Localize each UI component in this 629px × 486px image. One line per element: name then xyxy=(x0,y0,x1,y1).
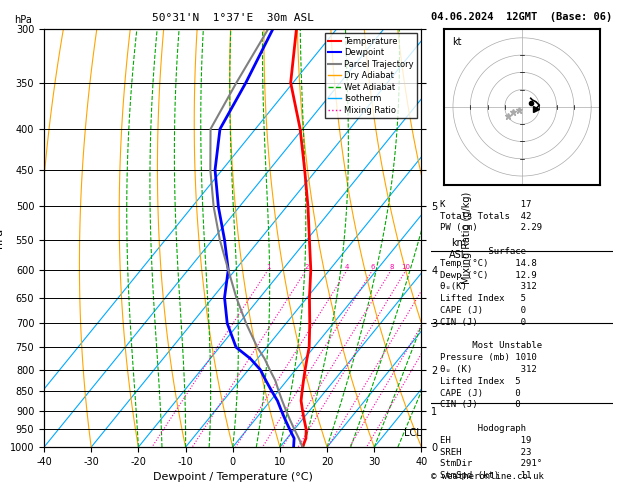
Parcel Trajectory xyxy=(233,295,240,300)
Dewpoint xyxy=(274,398,281,404)
Dewpoint xyxy=(291,435,298,441)
Parcel Trajectory xyxy=(282,408,290,414)
Dewpoint xyxy=(290,444,298,450)
Text: 2: 2 xyxy=(304,264,308,270)
Temperature xyxy=(292,26,300,32)
Temperature xyxy=(303,426,310,432)
Parcel Trajectory xyxy=(261,356,269,362)
Dewpoint xyxy=(223,320,231,326)
Dewpoint xyxy=(262,378,270,383)
Text: LCL: LCL xyxy=(404,428,421,438)
Temperature xyxy=(298,388,306,394)
Temperature xyxy=(302,435,309,441)
Dewpoint xyxy=(282,417,289,423)
Temperature xyxy=(287,80,294,86)
Dewpoint xyxy=(268,388,276,394)
Parcel Trajectory xyxy=(233,80,240,86)
Parcel Trajectory xyxy=(279,398,286,404)
Parcel Trajectory xyxy=(210,204,218,209)
Parcel Trajectory xyxy=(275,388,282,394)
Dewpoint xyxy=(286,426,294,432)
Temperature xyxy=(306,237,313,243)
Dewpoint xyxy=(277,408,285,414)
Parcel Trajectory xyxy=(286,417,294,423)
Dewpoint xyxy=(257,367,264,373)
Text: 10: 10 xyxy=(402,264,411,270)
Text: 1: 1 xyxy=(266,264,270,270)
X-axis label: Dewpoint / Temperature (°C): Dewpoint / Temperature (°C) xyxy=(153,472,313,483)
Temperature xyxy=(299,444,306,450)
Dewpoint xyxy=(216,126,224,132)
Parcel Trajectory xyxy=(291,426,298,432)
Temperature xyxy=(300,378,308,383)
Dewpoint xyxy=(214,204,222,209)
Parcel Trajectory xyxy=(264,26,272,32)
Parcel Trajectory xyxy=(242,320,250,326)
Temperature xyxy=(299,408,306,414)
Temperature xyxy=(301,367,309,373)
Temperature xyxy=(303,356,311,362)
Temperature xyxy=(304,204,312,209)
Parcel Trajectory xyxy=(299,444,306,450)
Temperature xyxy=(307,267,314,273)
Text: © weatheronline.co.uk: © weatheronline.co.uk xyxy=(431,472,543,481)
Text: K              17
Totals Totals  42
PW (cm)        2.29

         Surface
Temp (: K 17 Totals Totals 42 PW (cm) 2.29 Surfa… xyxy=(440,200,542,480)
Text: 6: 6 xyxy=(370,264,375,270)
Dewpoint xyxy=(221,295,228,300)
Y-axis label: hPa: hPa xyxy=(0,228,4,248)
Dewpoint xyxy=(232,345,240,350)
Line: Dewpoint: Dewpoint xyxy=(215,29,294,447)
Parcel Trajectory xyxy=(225,267,232,273)
Legend: Temperature, Dewpoint, Parcel Trajectory, Dry Adiabat, Wet Adiabat, Isotherm, Mi: Temperature, Dewpoint, Parcel Trajectory… xyxy=(325,34,417,118)
Dewpoint xyxy=(225,267,232,273)
Title: 50°31'N  1°37'E  30m ASL: 50°31'N 1°37'E 30m ASL xyxy=(152,13,314,23)
Parcel Trajectory xyxy=(216,237,223,243)
Y-axis label: km
ASL: km ASL xyxy=(449,238,467,260)
Temperature xyxy=(298,398,305,404)
Temperature xyxy=(306,295,313,300)
Dewpoint xyxy=(247,356,254,362)
Line: Temperature: Temperature xyxy=(291,29,311,447)
Line: Parcel Trajectory: Parcel Trajectory xyxy=(210,29,303,447)
Parcel Trajectory xyxy=(266,367,274,373)
Parcel Trajectory xyxy=(207,126,214,132)
Parcel Trajectory xyxy=(295,435,303,441)
Text: 04.06.2024  12GMT  (Base: 06): 04.06.2024 12GMT (Base: 06) xyxy=(431,12,612,22)
Text: 4: 4 xyxy=(345,264,350,270)
Temperature xyxy=(306,320,313,326)
Dewpoint xyxy=(242,80,250,86)
Dewpoint xyxy=(221,237,228,243)
Parcel Trajectory xyxy=(272,378,279,383)
Temperature xyxy=(301,167,308,173)
Dewpoint xyxy=(211,167,219,173)
Temperature xyxy=(301,417,308,423)
Parcel Trajectory xyxy=(253,345,261,350)
Text: kt: kt xyxy=(452,37,462,47)
Text: Mixing Ratio (g/kg): Mixing Ratio (g/kg) xyxy=(462,192,472,284)
Text: hPa: hPa xyxy=(14,15,31,25)
Text: 8: 8 xyxy=(389,264,394,270)
Parcel Trajectory xyxy=(206,167,214,173)
Temperature xyxy=(296,126,304,132)
Temperature xyxy=(306,345,313,350)
Dewpoint xyxy=(269,26,277,32)
